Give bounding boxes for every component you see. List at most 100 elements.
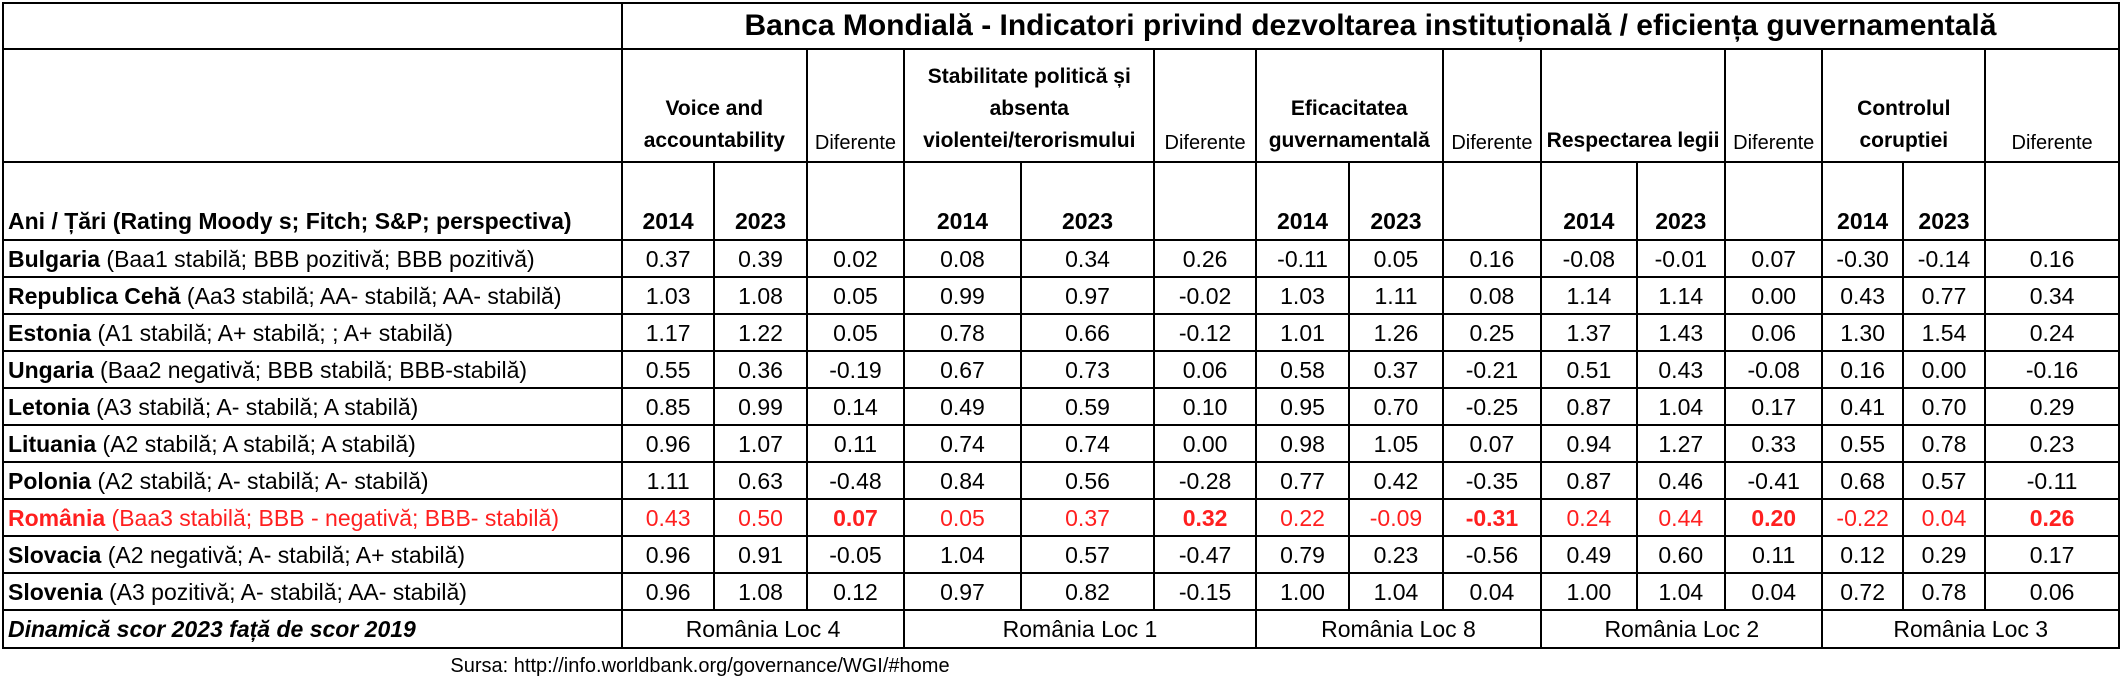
diff-value: 0.04 xyxy=(1723,572,1824,611)
diff-header: Diferente xyxy=(805,48,906,163)
diff-value: 0.08 xyxy=(1441,276,1543,315)
score-value: 0.96 xyxy=(620,572,716,611)
score-value: 0.04 xyxy=(1901,498,1987,537)
score-value: 0.29 xyxy=(1901,535,1987,574)
diff-value: 0.05 xyxy=(805,313,906,352)
score-value: -0.22 xyxy=(1821,498,1904,537)
footer-rank: România Loc 4 xyxy=(620,609,906,649)
score-value: 0.87 xyxy=(1540,387,1638,426)
score-value: 1.27 xyxy=(1635,424,1726,463)
indicator-header-corruption: Controlul coruptiei xyxy=(1821,48,1987,163)
empty-cell xyxy=(1441,161,1543,241)
score-value: 0.77 xyxy=(1254,461,1351,500)
diff-value: 0.04 xyxy=(1441,572,1543,611)
diff-value: 0.29 xyxy=(1984,387,2120,426)
score-value: 0.58 xyxy=(1254,350,1351,389)
score-value: 0.72 xyxy=(1821,572,1904,611)
diff-value: 0.00 xyxy=(1153,424,1257,463)
year-2023: 2023 xyxy=(713,161,808,241)
diff-value: -0.28 xyxy=(1153,461,1257,500)
score-value: 1.14 xyxy=(1540,276,1638,315)
score-value: 0.79 xyxy=(1254,535,1351,574)
corner-cell xyxy=(2,2,623,50)
diff-value: 0.05 xyxy=(805,276,906,315)
year-2023: 2023 xyxy=(1901,161,1987,241)
score-value: 1.03 xyxy=(620,276,716,315)
diff-value: 0.26 xyxy=(1153,239,1257,278)
score-value: 0.42 xyxy=(1348,461,1444,500)
diff-value: -0.25 xyxy=(1441,387,1543,426)
indicator-header-stability: Stabilitate politică și absenta violente… xyxy=(903,48,1156,163)
diff-value: -0.35 xyxy=(1441,461,1543,500)
score-value: 0.66 xyxy=(1019,313,1156,352)
score-value: -0.11 xyxy=(1254,239,1351,278)
country-cell: România (Baa3 stabilă; BBB - negativă; B… xyxy=(2,498,623,537)
diff-value: 0.14 xyxy=(805,387,906,426)
diff-value: -0.21 xyxy=(1441,350,1543,389)
source-note: Sursa: http://info.worldbank.org/governa… xyxy=(450,655,950,677)
score-value: 0.56 xyxy=(1019,461,1156,500)
diff-value: 0.11 xyxy=(805,424,906,463)
score-value: 0.12 xyxy=(1821,535,1904,574)
diff-value: -0.31 xyxy=(1441,498,1543,537)
score-value: 0.43 xyxy=(1821,276,1904,315)
diff-value: 0.11 xyxy=(1723,535,1824,574)
score-value: 0.67 xyxy=(903,350,1022,389)
diff-value: 0.34 xyxy=(1984,276,2120,315)
diff-value: 0.16 xyxy=(1984,239,2120,278)
year-2014: 2014 xyxy=(620,161,716,241)
score-value: 1.04 xyxy=(1348,572,1444,611)
score-value: 1.08 xyxy=(713,276,808,315)
country-rating: (A1 stabilă; A+ stabilă; ; A+ stabilă) xyxy=(91,319,453,346)
year-2014: 2014 xyxy=(1821,161,1904,241)
score-value: 0.78 xyxy=(1901,424,1987,463)
country-name: Estonia xyxy=(8,319,92,346)
score-value: 0.78 xyxy=(903,313,1022,352)
score-value: 0.98 xyxy=(1254,424,1351,463)
indicators-table: Banca Mondială - Indicatori privind dezv… xyxy=(2,2,2121,649)
score-value: 1.22 xyxy=(713,313,808,352)
score-value: 1.08 xyxy=(713,572,808,611)
table-row: Ungaria (Baa2 negativă; BBB stabilă; BBB… xyxy=(2,350,2120,389)
country-name: Slovacia xyxy=(8,541,102,568)
diff-value: -0.48 xyxy=(805,461,906,500)
score-value: 1.43 xyxy=(1635,313,1726,352)
score-value: 0.37 xyxy=(620,239,716,278)
score-value: 0.36 xyxy=(713,350,808,389)
score-value: 0.23 xyxy=(1348,535,1444,574)
footer-rank: România Loc 2 xyxy=(1540,609,1824,649)
footer-label: Dinamică scor 2023 față de scor 2019 xyxy=(2,609,623,649)
score-value: 0.49 xyxy=(903,387,1022,426)
score-value: 0.57 xyxy=(1901,461,1987,500)
score-value: 0.49 xyxy=(1540,535,1638,574)
corner-cell-2 xyxy=(2,48,623,163)
score-value: 0.55 xyxy=(1821,424,1904,463)
score-value: 1.14 xyxy=(1635,276,1726,315)
diff-value: 0.06 xyxy=(1984,572,2120,611)
footer-rank: România Loc 1 xyxy=(903,609,1257,649)
score-value: 0.74 xyxy=(1019,424,1156,463)
table-row: Bulgaria (Baa1 stabilă; BBB pozitivă; BB… xyxy=(2,239,2120,278)
score-value: 0.24 xyxy=(1540,498,1638,537)
diff-header: Diferente xyxy=(1984,48,2120,163)
diff-value: -0.08 xyxy=(1723,350,1824,389)
score-value: 0.63 xyxy=(713,461,808,500)
country-name: Republica Cehă xyxy=(8,282,181,309)
score-value: 1.26 xyxy=(1348,313,1444,352)
score-value: 1.01 xyxy=(1254,313,1351,352)
diff-value: 0.07 xyxy=(1723,239,1824,278)
score-value: 1.04 xyxy=(1635,572,1726,611)
score-value: 0.68 xyxy=(1821,461,1904,500)
score-value: 1.00 xyxy=(1540,572,1638,611)
diff-value: 0.25 xyxy=(1441,313,1543,352)
diff-value: 0.32 xyxy=(1153,498,1257,537)
diff-value: -0.16 xyxy=(1984,350,2120,389)
country-rating: (Baa3 stabilă; BBB - negativă; BBB- stab… xyxy=(105,504,559,531)
score-value: 0.97 xyxy=(903,572,1022,611)
diff-header: Diferente xyxy=(1723,48,1824,163)
country-name: Polonia xyxy=(8,467,92,494)
score-value: 0.91 xyxy=(713,535,808,574)
diff-value: 0.23 xyxy=(1984,424,2120,463)
diff-value: 0.24 xyxy=(1984,313,2120,352)
table-row: Slovacia (A2 negativă; A- stabilă; A+ st… xyxy=(2,535,2120,574)
